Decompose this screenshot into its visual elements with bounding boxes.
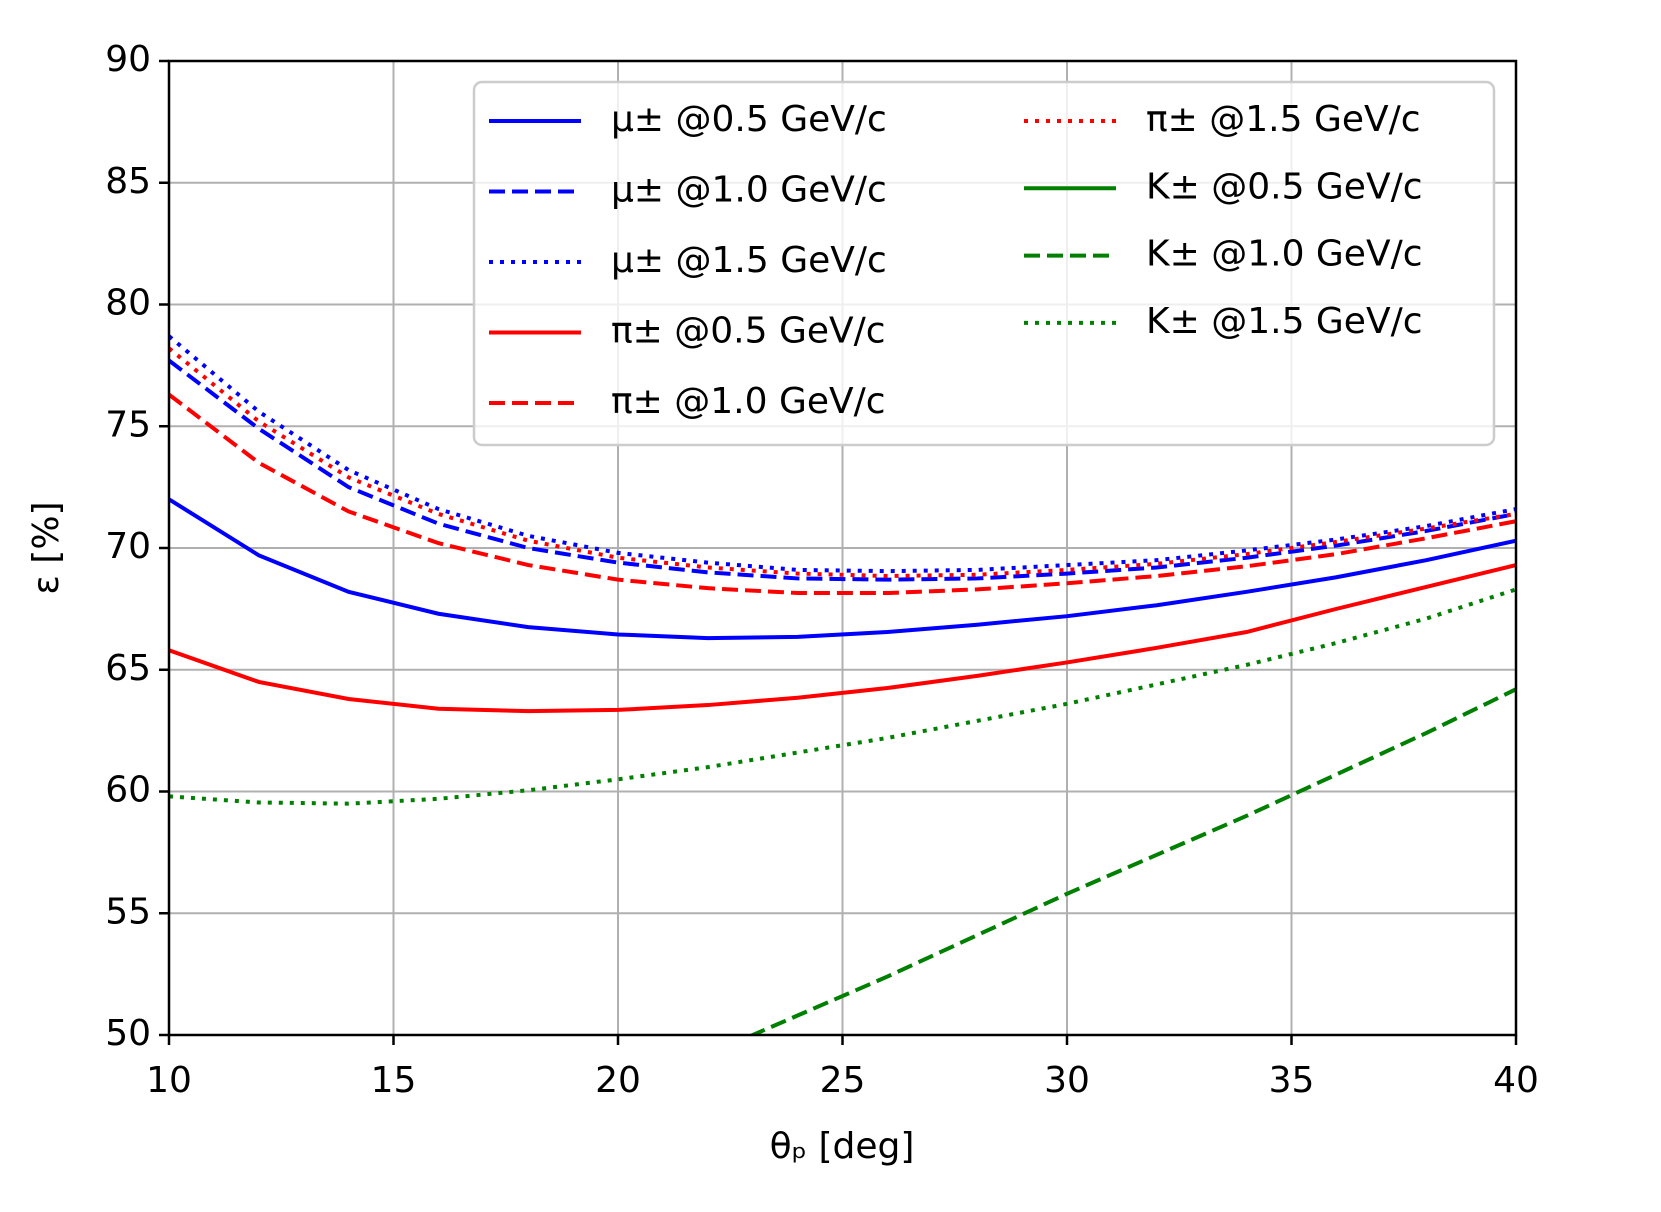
x-tick-label: 20	[595, 1060, 641, 1101]
y-tick-label: 60	[105, 770, 151, 811]
legend-label: π± @1.5 GeV/c	[1146, 99, 1421, 140]
series-line	[747, 687, 1516, 1035]
y-axis-label: ε [%]	[26, 501, 67, 594]
legend-label: μ± @0.5 GeV/c	[611, 99, 887, 140]
legend-label: μ± @1.5 GeV/c	[611, 240, 887, 281]
x-tick-label: 35	[1269, 1060, 1315, 1101]
y-tick-label: 55	[105, 891, 151, 932]
series-line	[169, 358, 1516, 582]
legend-box	[472, 80, 1496, 447]
y-tick-label: 70	[105, 526, 151, 567]
y-tick-label: 90	[105, 39, 151, 80]
series-line	[169, 563, 1516, 714]
legend-label: π± @0.5 GeV/c	[611, 311, 886, 352]
series-line	[169, 497, 1516, 641]
series-line	[169, 587, 1516, 806]
series-line	[169, 346, 1516, 579]
x-axis-label: θₚ [deg]	[770, 1126, 915, 1167]
legend-label: K± @1.0 GeV/c	[1146, 234, 1423, 275]
legend-label: K± @1.5 GeV/c	[1146, 301, 1423, 342]
legend-label: μ± @1.0 GeV/c	[611, 170, 887, 211]
axes: 10 15 20 25 30 35 40 50 55 60 65 70 75 80 85 90	[105, 39, 1539, 1101]
y-tick-label: 65	[105, 648, 151, 689]
y-tick-label: 80	[105, 283, 151, 324]
y-tick-label: 85	[105, 161, 151, 202]
legend: μ± @0.5 GeV/c μ± @1.0 GeV/c μ± @1.5 GeV/c π…	[472, 80, 1496, 447]
plot-area	[169, 334, 1516, 1035]
y-tick-label: 50	[105, 1013, 151, 1054]
x-tick-label: 15	[371, 1060, 417, 1101]
legend-label: K± @0.5 GeV/c	[1146, 166, 1423, 207]
x-tick-label: 10	[146, 1060, 192, 1101]
x-tick-label: 25	[820, 1060, 866, 1101]
x-tick-label: 40	[1493, 1060, 1539, 1101]
x-tick-label: 30	[1044, 1060, 1090, 1101]
y-tick-label: 75	[105, 404, 151, 445]
legend-label: π± @1.0 GeV/c	[611, 381, 886, 422]
series-line	[169, 393, 1516, 596]
